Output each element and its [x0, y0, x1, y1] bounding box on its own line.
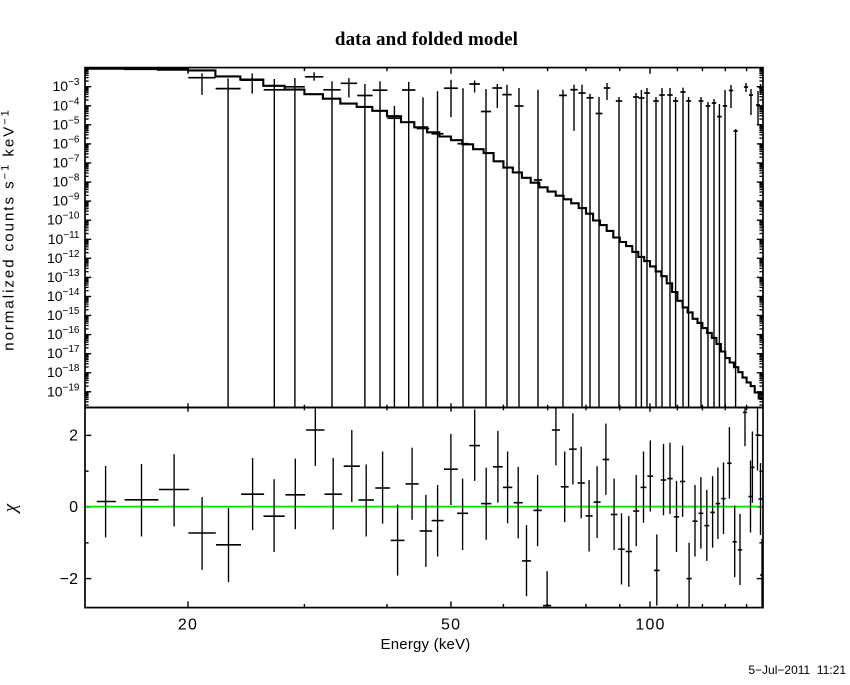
svg-text:−2: −2 — [60, 571, 78, 588]
svg-text:100: 100 — [635, 617, 665, 634]
svg-text:0: 0 — [69, 499, 78, 516]
svg-text:data and folded model: data and folded model — [335, 29, 518, 50]
svg-text:normalized counts s−1 keV−1: normalized counts s−1 keV−1 — [0, 108, 18, 351]
svg-text:5−Jul−2011 11:21: 5−Jul−2011 11:21 — [748, 663, 846, 677]
svg-text:20: 20 — [178, 617, 198, 634]
svg-text:χ: χ — [0, 503, 21, 514]
svg-text:2: 2 — [69, 428, 78, 445]
svg-text:Energy (keV): Energy (keV) — [381, 636, 471, 653]
svg-text:50: 50 — [441, 617, 461, 634]
